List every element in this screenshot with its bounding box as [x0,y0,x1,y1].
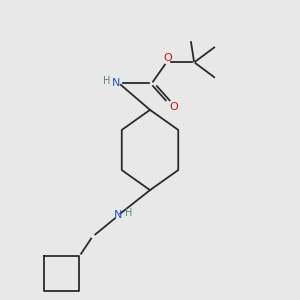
Text: H: H [125,208,132,218]
Text: O: O [169,103,178,112]
Text: N: N [112,77,120,88]
Text: H: H [103,76,111,86]
Text: N: N [114,210,123,220]
Text: O: O [163,52,172,63]
